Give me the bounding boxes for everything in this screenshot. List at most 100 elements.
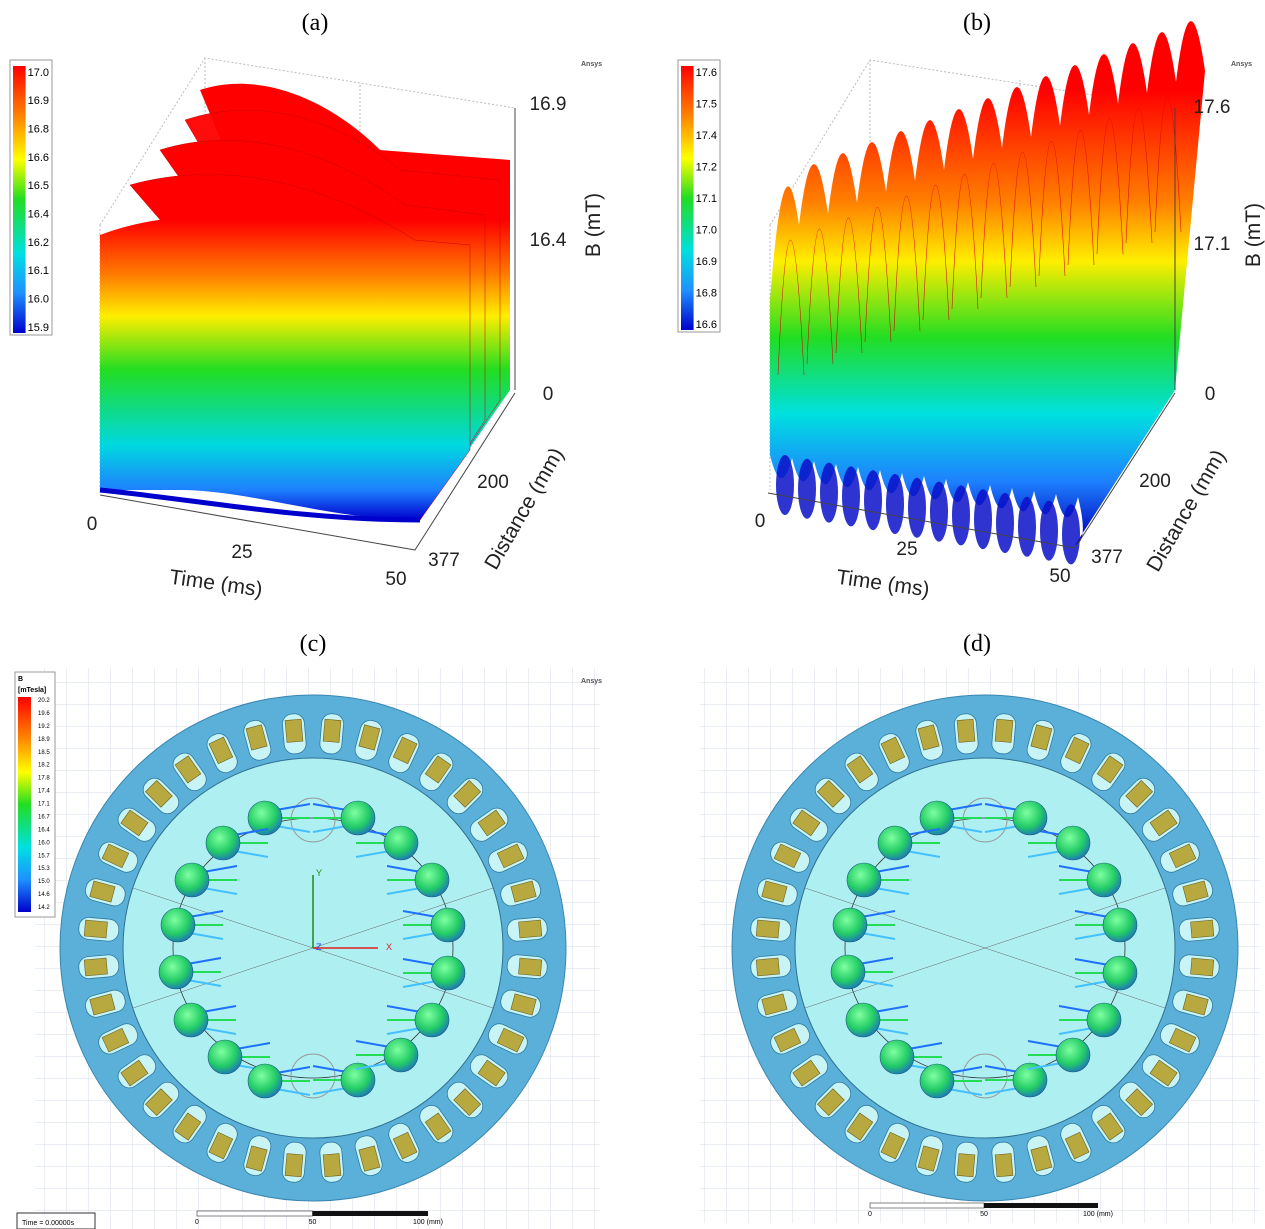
colorbar-label: 15.7 <box>38 853 50 859</box>
magnet <box>431 956 465 990</box>
colorbar-label: 17.4 <box>38 789 50 795</box>
colorbar-label: 16.4 <box>28 209 49 221</box>
magnet <box>1056 1038 1090 1072</box>
slot <box>954 1141 979 1183</box>
time_axis-tick-label: 0 <box>755 511 766 532</box>
time_axis-tick-label: 50 <box>1049 566 1070 587</box>
surface-trough <box>996 493 1014 553</box>
magnet <box>341 801 375 835</box>
magnet <box>161 908 195 942</box>
magnet <box>880 1040 914 1074</box>
slot <box>319 713 344 755</box>
magnet <box>415 1003 449 1037</box>
colorbar-label: 17.6 <box>696 67 717 79</box>
colorbar-label: 16.9 <box>28 95 49 107</box>
magnet <box>1056 826 1090 860</box>
magnet <box>833 908 867 942</box>
magnet <box>174 1003 208 1037</box>
z_axis-tick-label: 16.4 <box>530 230 567 251</box>
colorbar-unit: [mTesla] <box>18 687 46 694</box>
z-axis-title: B (mT) <box>1242 203 1265 267</box>
colorbar-label: 17.1 <box>696 193 717 205</box>
winding <box>84 920 107 938</box>
z_axis-tick-label: 16.9 <box>530 94 567 115</box>
distance-axis-title: Distance (mm) <box>1142 446 1230 576</box>
surface-trough <box>842 466 860 526</box>
slot <box>319 1141 344 1183</box>
colorbar-label: 16.8 <box>696 287 717 299</box>
colorbar-label: 17.8 <box>38 776 50 782</box>
winding <box>957 719 975 742</box>
axis-name: Y <box>316 868 322 878</box>
slot <box>506 954 548 979</box>
magnet <box>831 955 865 989</box>
winding <box>957 1154 975 1177</box>
magnet <box>920 1064 954 1098</box>
surface-trough <box>776 455 794 515</box>
magnet <box>847 863 881 897</box>
time_axis-tick-label: 25 <box>896 539 917 560</box>
magnet <box>1087 863 1121 897</box>
colorbar-label: 16.6 <box>28 152 49 164</box>
z_axis-tick-label: 0 <box>543 384 554 405</box>
scale-bar <box>984 1203 1098 1208</box>
winding <box>285 719 303 742</box>
axis-name: Z <box>316 942 322 952</box>
time-label: Time = 0.00000s <box>22 1220 75 1227</box>
scale-label: 100 (mm) <box>413 1219 443 1226</box>
panel-label: (c) <box>300 631 327 657</box>
magnet <box>384 826 418 860</box>
figure: (a) (b) (c) (d) B (mT) Time (ms) Distanc… <box>0 0 1265 1229</box>
brand: Ansys <box>581 678 602 685</box>
colorbar-label: 19.6 <box>38 711 50 717</box>
winding <box>1191 920 1214 938</box>
colorbar-title: B <box>18 676 23 683</box>
winding <box>519 958 542 976</box>
colorbar-label: 16.2 <box>28 237 49 249</box>
scale-label: 0 <box>195 1219 199 1226</box>
surface-trough <box>1018 497 1036 557</box>
colorbar-label: 17.4 <box>696 130 717 142</box>
slot <box>991 1141 1016 1183</box>
colorbar-label: 17.2 <box>696 161 717 173</box>
colorbar-label: 16.4 <box>38 827 50 833</box>
winding <box>323 719 341 742</box>
colorbar-label: 16.8 <box>28 124 49 136</box>
colorbar-label: 16.0 <box>38 840 50 846</box>
time_axis-tick-label: 0 <box>87 514 98 535</box>
time-axis-title: Time (ms) <box>168 566 264 602</box>
magnet <box>208 1040 242 1074</box>
distance_axis-tick-label: 200 <box>1139 471 1171 492</box>
scale-label: 0 <box>868 1211 872 1218</box>
magnet <box>384 1038 418 1072</box>
colorbar <box>681 66 694 330</box>
magnet <box>248 1064 282 1098</box>
colorbar-label: 18.2 <box>38 763 50 769</box>
surface-trough <box>930 482 948 542</box>
colorbar-label: 17.1 <box>38 802 50 808</box>
slot <box>750 954 792 979</box>
slot <box>991 713 1016 755</box>
colorbar <box>13 66 26 333</box>
colorbar-label: 16.6 <box>696 319 717 331</box>
slot <box>78 917 120 942</box>
magnet <box>175 863 209 897</box>
distance_axis-tick-label: 200 <box>477 472 509 493</box>
magnet <box>878 826 912 860</box>
colorbar-label: 15.0 <box>38 879 50 885</box>
magnet <box>206 826 240 860</box>
panel-label: (a) <box>302 10 329 36</box>
surface <box>100 84 510 520</box>
surface-trough <box>974 489 992 549</box>
scale-bar <box>870 1203 984 1208</box>
z_axis-tick-label: 0 <box>1205 384 1216 405</box>
time_axis-tick-label: 25 <box>231 542 252 563</box>
winding <box>756 920 779 938</box>
winding <box>323 1154 341 1177</box>
surface-trough <box>886 474 904 534</box>
slot <box>78 954 120 979</box>
distance_axis-tick-label: 377 <box>1091 547 1123 568</box>
panel-label: (d) <box>963 631 991 657</box>
colorbar-label: 15.3 <box>38 866 50 872</box>
time_axis-tick-label: 50 <box>385 569 406 590</box>
